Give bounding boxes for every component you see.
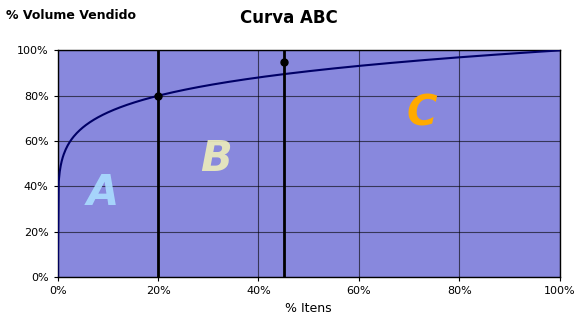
Text: Curva ABC: Curva ABC xyxy=(239,9,338,27)
Text: C: C xyxy=(406,93,437,135)
Text: A: A xyxy=(87,172,119,214)
Text: B: B xyxy=(200,138,232,180)
X-axis label: % Itens: % Itens xyxy=(286,302,332,315)
Text: % Volume Vendido: % Volume Vendido xyxy=(6,9,136,22)
